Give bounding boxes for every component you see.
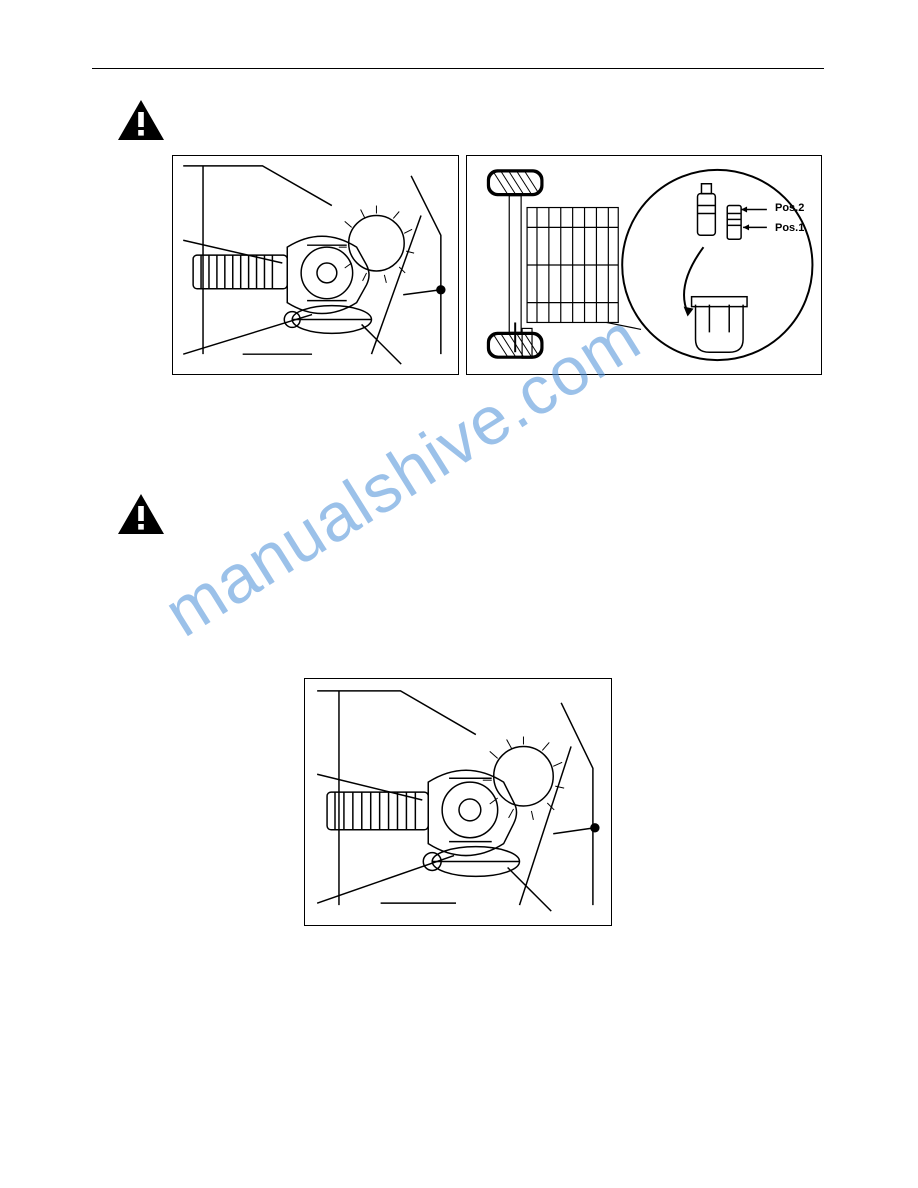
horizontal-rule	[92, 68, 824, 69]
label-pos2: Pos.2	[775, 202, 804, 214]
figure-chassis-top-view: Pos.2 Pos.1	[466, 155, 822, 375]
warning-icon	[116, 492, 166, 536]
label-pos1: Pos.1	[775, 222, 804, 234]
figure-joint-closeup-2	[304, 678, 612, 926]
warning-icon	[116, 98, 166, 142]
figure-joint-closeup-1	[172, 155, 459, 375]
